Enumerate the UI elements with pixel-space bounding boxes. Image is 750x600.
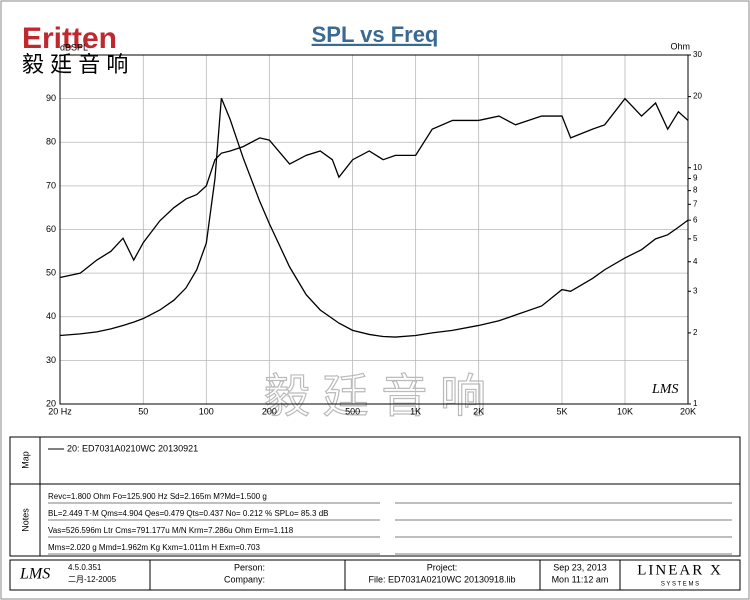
y2-tick-label: 8 (693, 186, 698, 195)
y2-tick-label: 4 (693, 257, 698, 266)
series-line (59, 97, 689, 279)
plot-frame (59, 54, 689, 405)
y2-tick-label: 2 (693, 328, 698, 337)
y2-tick-label: 20 (693, 92, 702, 101)
notes-panel (9, 483, 741, 557)
watermark: 毅 廷 音 响 (264, 370, 486, 422)
y-tick-label: 50 (46, 268, 56, 278)
x-tick-label: 5K (556, 406, 567, 416)
y-tick-label: 40 (46, 311, 56, 321)
footer (9, 559, 741, 591)
y-tick-label: 30 (46, 355, 56, 365)
y2-tick-label: 1 (693, 399, 698, 408)
maker: LINEAR X (637, 562, 723, 578)
x-tick-label: 20K (680, 406, 696, 416)
x-tick-label: 100 (199, 406, 214, 416)
x-tick-label: 500 (345, 406, 360, 416)
person: Person: (234, 562, 265, 572)
project: Project: (427, 562, 458, 572)
y-tick-label: 80 (46, 137, 56, 147)
y2-tick-label: 9 (693, 174, 698, 183)
chart-title: SPL vs Freq (312, 22, 439, 47)
x-tick-label: 200 (262, 406, 277, 416)
y2-tick-label: 3 (693, 286, 698, 295)
time: Mon 11:12 am (552, 574, 609, 584)
y2-tick-label: 30 (693, 50, 702, 59)
plot-area: 20 Hz 50 100 200 500 1K 2K 5K 10K 20K 20 30 40 50 60 70… (46, 50, 702, 416)
x-tick-label: 2K (473, 406, 484, 416)
company: Company: (224, 574, 265, 584)
x-tick-label: 1K (410, 406, 421, 416)
maker-sub: S Y S T E M S (661, 582, 699, 588)
note-line: BL=2.449 T·M Qms=4.904 Qes=0.479 Qts=0.4… (48, 509, 328, 518)
legend-entry: 20: ED7031A0210WC 20130921 (67, 443, 198, 453)
notes-lines: Revc=1.800 Ohm Fo=125.900 Hz Sd=2.165m M… (48, 492, 732, 555)
series-line (59, 97, 689, 338)
y2-tick-label: 5 (693, 234, 698, 243)
y-tick-label: 70 (46, 180, 56, 190)
logo-brand: Eritten (22, 22, 117, 55)
map-label: Map (20, 451, 30, 469)
y-tick-label: 60 (46, 224, 56, 234)
logo-chinese: 毅 廷 音 响 (22, 52, 128, 77)
x-tick-label: 50 (138, 406, 148, 416)
y2-tick-label: 6 (693, 215, 698, 224)
date: Sep 23, 2013 (553, 562, 607, 572)
y-tick-label: 20 (46, 398, 56, 408)
brand-mark: LMS (651, 382, 678, 397)
note-line: Vas=526.596m Ltr Cms=791.177u M/N Krm=7.… (48, 526, 294, 535)
file: File: ED7031A0210WC 20130918.lib (368, 574, 515, 584)
x-tick-label: 10K (617, 406, 633, 416)
x-tick-label: 20 Hz (48, 406, 72, 416)
notes-label: Notes (20, 508, 30, 532)
build-date: 二月-12-2005 (68, 575, 117, 584)
version: 4.5.0.351 (68, 563, 102, 572)
y2-tick-label: 10 (693, 163, 702, 172)
y-axis-label: dBSPL (60, 42, 88, 52)
y2-tick-label: 7 (693, 199, 698, 208)
footer-brand: LMS (19, 566, 50, 583)
note-line: Revc=1.800 Ohm Fo=125.900 Hz Sd=2.165m M… (48, 492, 267, 501)
y2-axis-label: Ohm (670, 41, 690, 51)
note-line: Mms=2.020 g Mmd=1.962m Kg Kxm=1.011m H E… (48, 543, 261, 552)
y-tick-label: 90 (46, 93, 56, 103)
